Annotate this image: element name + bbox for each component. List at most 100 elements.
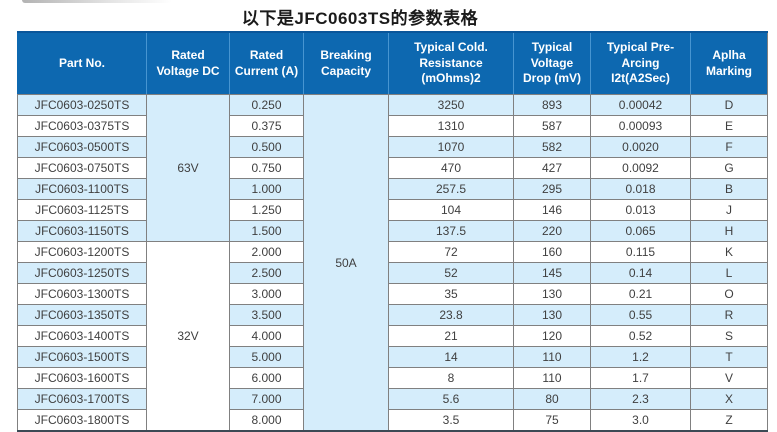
- cell-voltage-drop: 582: [513, 136, 591, 158]
- cell-pre-arcing: 0.013: [590, 199, 691, 221]
- cell-alpha-marking: S: [690, 325, 768, 347]
- table-row: JFC0603-1700TS 7.000 5.6 80 2.3 X: [17, 388, 768, 410]
- column-header-rated-current: Rated Current (A): [229, 31, 304, 95]
- cell-pre-arcing: 1.7: [590, 367, 691, 389]
- cell-alpha-marking: G: [690, 157, 768, 179]
- cell-alpha-marking: L: [690, 262, 768, 284]
- table-row: JFC0603-1200TS 32V 2.000 72 160 0.115 K: [17, 241, 768, 432]
- cell-part-no: JFC0603-1800TS: [17, 409, 147, 432]
- merged-cell-breaking-capacity: 50A: [303, 94, 389, 432]
- cell-cold-resistance: 35: [388, 283, 514, 305]
- cell-part-no: JFC0603-1400TS: [17, 325, 147, 347]
- cell-alpha-marking: E: [690, 115, 768, 137]
- cell-cold-resistance: 72: [388, 241, 514, 263]
- cropped-element-edge: [22, 0, 172, 3]
- cell-cold-resistance: 21: [388, 325, 514, 347]
- cell-part-no: JFC0603-1600TS: [17, 367, 147, 389]
- cell-part-no: JFC0603-1150TS: [17, 220, 147, 242]
- cell-alpha-marking: X: [690, 388, 768, 410]
- cell-pre-arcing: 0.0092: [590, 157, 691, 179]
- table-row: JFC0603-1300TS 3.000 35 130 0.21 O: [17, 283, 768, 305]
- cell-pre-arcing: 0.00093: [590, 115, 691, 137]
- cell-voltage-drop: 110: [513, 346, 591, 368]
- cell-cold-resistance: 257.5: [388, 178, 514, 200]
- column-header-part-no: Part No.: [17, 31, 147, 95]
- cell-pre-arcing: 0.55: [590, 304, 691, 326]
- table-row: JFC0603-1100TS 1.000 257.5 295 0.018 B: [17, 178, 768, 200]
- cell-part-no: JFC0603-0500TS: [17, 136, 147, 158]
- cell-pre-arcing: 0.00042: [590, 94, 691, 116]
- cell-pre-arcing: 0.115: [590, 241, 691, 263]
- cell-rated-current: 1.000: [229, 178, 304, 200]
- cell-cold-resistance: 137.5: [388, 220, 514, 242]
- table-header: Part No. Rated Voltage DC Rated Current (A…: [17, 31, 768, 95]
- cell-cold-resistance: 3.5: [388, 409, 514, 432]
- cell-cold-resistance: 104: [388, 199, 514, 221]
- cell-pre-arcing: 0.52: [590, 325, 691, 347]
- cell-cold-resistance: 3250: [388, 94, 514, 116]
- parameters-table: Part No. Rated Voltage DC Rated Current (A…: [17, 31, 768, 432]
- column-header-voltage-drop: Typical Voltage Drop (mV): [513, 31, 591, 95]
- cell-part-no: JFC0603-0250TS: [17, 94, 147, 116]
- cell-pre-arcing: 0.0020: [590, 136, 691, 158]
- cell-rated-current: 0.375: [229, 115, 304, 137]
- column-header-cold-resistance: Typical Cold. Resistance (mOhms)2: [388, 31, 514, 95]
- table-row: JFC0603-1800TS 8.000 3.5 75 3.0 Z: [17, 409, 768, 432]
- cell-voltage-drop: 130: [513, 304, 591, 326]
- page-title: 以下是JFC0603TS的参数表格: [241, 9, 479, 28]
- cell-voltage-drop: 130: [513, 283, 591, 305]
- cell-cold-resistance: 14: [388, 346, 514, 368]
- cell-alpha-marking: V: [690, 367, 768, 389]
- table-row: JFC0603-0500TS 0.500 1070 582 0.0020 F: [17, 136, 768, 158]
- cell-part-no: JFC0603-1100TS: [17, 178, 147, 200]
- cell-cold-resistance: 1070: [388, 136, 514, 158]
- cell-alpha-marking: D: [690, 94, 768, 116]
- cell-rated-current: 0.250: [229, 94, 304, 116]
- table-body: JFC0603-0250TS 63V 0.250 50A 3250 893 0.00042 D…: [17, 94, 768, 432]
- cell-part-no: JFC0603-1125TS: [17, 199, 147, 221]
- cell-voltage-drop: 110: [513, 367, 591, 389]
- cell-pre-arcing: 0.018: [590, 178, 691, 200]
- cell-rated-current: 7.000: [229, 388, 304, 410]
- cell-rated-current: 2.500: [229, 262, 304, 284]
- cell-voltage-drop: 75: [513, 409, 591, 432]
- cell-alpha-marking: B: [690, 178, 768, 200]
- cell-part-no: JFC0603-1250TS: [17, 262, 147, 284]
- column-header-rated-voltage: Rated Voltage DC: [146, 31, 230, 95]
- cell-voltage-drop: 587: [513, 115, 591, 137]
- cell-cold-resistance: 23.8: [388, 304, 514, 326]
- cell-cold-resistance: 1310: [388, 115, 514, 137]
- cell-voltage-drop: 893: [513, 94, 591, 116]
- cell-alpha-marking: F: [690, 136, 768, 158]
- table-row: JFC0603-1350TS 3.500 23.8 130 0.55 R: [17, 304, 768, 326]
- table-row: JFC0603-1500TS 5.000 14 110 1.2 T: [17, 346, 768, 368]
- cell-voltage-drop: 120: [513, 325, 591, 347]
- cell-voltage-drop: 80: [513, 388, 591, 410]
- table-row: JFC0603-1400TS 4.000 21 120 0.52 S: [17, 325, 768, 347]
- cell-rated-current: 1.500: [229, 220, 304, 242]
- cell-alpha-marking: Z: [690, 409, 768, 432]
- cell-rated-current: 5.000: [229, 346, 304, 368]
- cell-cold-resistance: 8: [388, 367, 514, 389]
- cell-voltage-drop: 145: [513, 262, 591, 284]
- cell-part-no: JFC0603-1300TS: [17, 283, 147, 305]
- table-row: JFC0603-0250TS 63V 0.250 50A 3250 893 0.00042 D: [17, 94, 768, 432]
- cell-part-no: JFC0603-0375TS: [17, 115, 147, 137]
- column-header-alpha-marking: Aplha Marking: [690, 31, 768, 95]
- table-row: JFC0603-1250TS 2.500 52 145 0.14 L: [17, 262, 768, 284]
- cell-rated-current: 0.500: [229, 136, 304, 158]
- column-header-pre-arcing: Typical Pre-Arcing I2t(A2Sec): [590, 31, 691, 95]
- cell-pre-arcing: 1.2: [590, 346, 691, 368]
- column-header-breaking-capacity: Breaking Capacity: [303, 31, 389, 95]
- cell-rated-current: 6.000: [229, 367, 304, 389]
- cell-pre-arcing: 2.3: [590, 388, 691, 410]
- cell-alpha-marking: K: [690, 241, 768, 263]
- table-row: JFC0603-0375TS 0.375 1310 587 0.00093 E: [17, 115, 768, 137]
- table-row: JFC0603-1125TS 1.250 104 146 0.013 J: [17, 199, 768, 221]
- cell-cold-resistance: 52: [388, 262, 514, 284]
- cell-alpha-marking: H: [690, 220, 768, 242]
- merged-cell-rated-voltage: 63V: [146, 94, 230, 242]
- table-row: JFC0603-1150TS 1.500 137.5 220 0.065 H: [17, 220, 768, 242]
- cell-rated-current: 8.000: [229, 409, 304, 432]
- cell-part-no: JFC0603-1200TS: [17, 241, 147, 263]
